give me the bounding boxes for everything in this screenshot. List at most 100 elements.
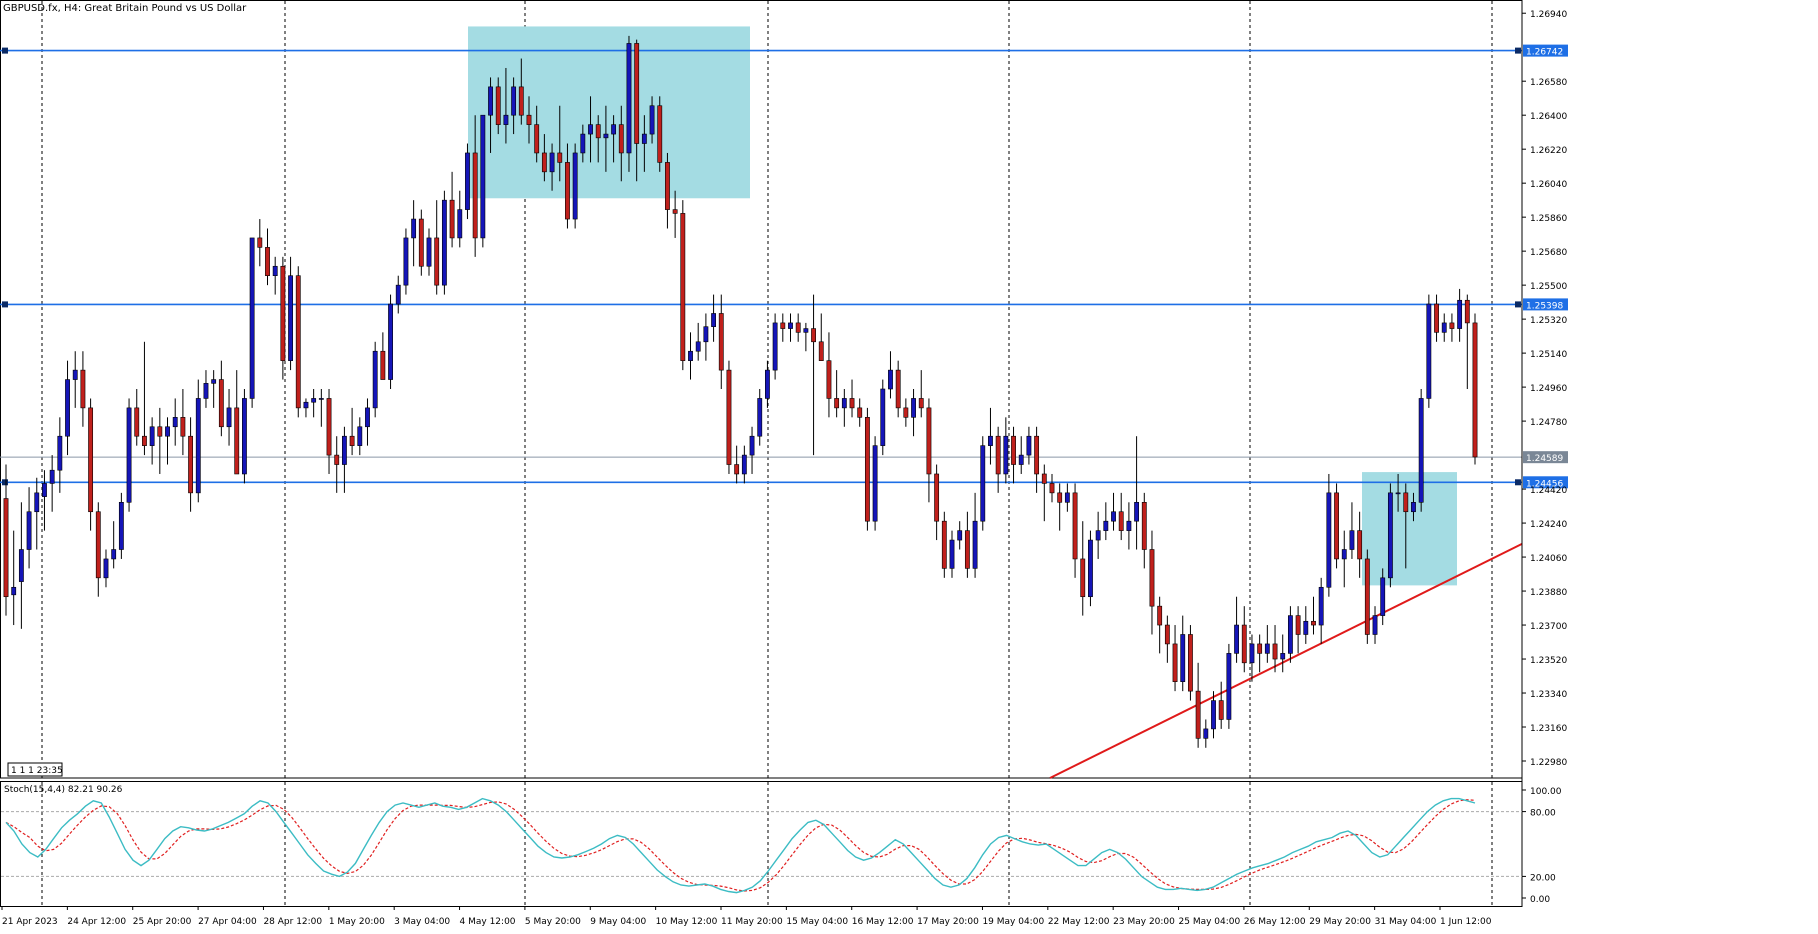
axis-tick-label: 1.24960: [1530, 384, 1567, 394]
x-tick-label: 9 May 04:00: [590, 917, 646, 927]
candle: [1041, 464, 1047, 522]
axis-tick-label: 1.26220: [1530, 146, 1567, 156]
x-tick-label: 21 Apr 2023: [2, 917, 58, 927]
x-tick-label: 15 May 04:00: [786, 917, 848, 927]
candle: [280, 256, 286, 380]
candle-body: [1095, 530, 1101, 541]
candle: [411, 200, 417, 267]
candle: [703, 313, 709, 361]
candle-body: [395, 284, 401, 305]
candle-body: [1057, 492, 1063, 503]
candle: [365, 398, 370, 446]
candle: [988, 407, 993, 465]
candle: [26, 487, 32, 569]
candle: [118, 492, 124, 559]
candle-body: [480, 114, 486, 239]
candle: [1057, 483, 1063, 531]
candle-body: [142, 435, 147, 446]
trendline-group[interactable]: [1049, 542, 1523, 779]
candle-body: [1264, 643, 1270, 654]
candle-body: [357, 426, 363, 446]
chart-title: GBPUSD.fx, H4: Great Britain Pound vs US…: [3, 3, 247, 14]
candle-body: [280, 265, 286, 361]
candle-body: [864, 417, 870, 522]
candle: [234, 370, 240, 475]
x-tick-label: 31 May 04:00: [1375, 917, 1437, 927]
candle-body: [157, 426, 163, 437]
candle: [1264, 625, 1270, 663]
candle-body: [257, 237, 263, 248]
candle-body: [1434, 303, 1439, 333]
candle: [1241, 606, 1247, 673]
candle: [941, 511, 947, 578]
candle-body: [1372, 615, 1378, 635]
axis-tick-label: 1.24420: [1530, 486, 1567, 496]
candle: [11, 530, 17, 626]
axis-tick-label: 1.23340: [1530, 690, 1567, 700]
candle: [418, 209, 424, 276]
candle-body: [165, 426, 170, 437]
x-tick-label: 4 May 12:00: [460, 917, 516, 927]
candle: [434, 200, 440, 295]
candle: [1303, 606, 1309, 644]
candle-body: [1472, 322, 1478, 458]
candle: [1234, 596, 1239, 663]
candle-body: [1403, 492, 1409, 513]
candle-body: [988, 435, 993, 446]
candle: [142, 341, 147, 456]
candle: [249, 237, 255, 408]
axis-tick-label: 1.26040: [1530, 180, 1567, 190]
candle-body: [526, 114, 532, 125]
x-tick-label: 3 May 04:00: [394, 917, 450, 927]
candle-body: [1249, 643, 1255, 664]
trendline: [1049, 542, 1523, 779]
candle-body: [1357, 530, 1363, 560]
candle: [511, 77, 517, 135]
axis-tick-label: 1.26400: [1530, 112, 1567, 122]
candle-body: [964, 530, 970, 569]
candle-body: [103, 558, 109, 579]
candle-body: [211, 379, 217, 384]
stoch-axis-label: 100.00: [1530, 787, 1562, 797]
candle: [1403, 483, 1409, 569]
candle-body: [1464, 299, 1470, 324]
level-anchor: [2, 47, 8, 54]
candle: [641, 115, 647, 172]
candle-body: [549, 152, 555, 173]
candle: [788, 313, 793, 342]
candle: [318, 389, 324, 427]
candle: [795, 313, 801, 342]
candle-body: [95, 511, 101, 579]
candle-body: [888, 369, 893, 390]
horizontal-levels[interactable]: [0, 47, 1522, 486]
candle-body: [534, 124, 540, 154]
candle: [864, 407, 870, 531]
candle-body: [80, 369, 86, 409]
x-tick-label: 11 May 20:00: [721, 917, 783, 927]
candle-body: [188, 435, 194, 494]
candle-body: [1280, 653, 1286, 660]
candle-body: [695, 341, 701, 352]
candle-body: [703, 326, 709, 343]
candle-body: [411, 218, 417, 239]
candle: [372, 341, 378, 418]
candle: [1149, 530, 1155, 635]
candle-body: [1180, 634, 1186, 682]
annotation-zones[interactable]: [468, 26, 1457, 586]
candle-body: [1411, 502, 1416, 513]
highlight-zone: [468, 26, 750, 199]
candle: [572, 143, 578, 229]
candle: [1211, 691, 1216, 739]
candle: [1203, 719, 1209, 748]
candle-body: [203, 383, 209, 399]
axis-tick-label: 1.24060: [1530, 554, 1567, 564]
candle: [611, 115, 617, 163]
candle-body: [118, 502, 124, 550]
candle: [72, 351, 78, 408]
candle: [1141, 492, 1147, 569]
candle: [334, 436, 340, 493]
candle: [18, 502, 24, 629]
candle: [1341, 530, 1347, 588]
candle: [1372, 606, 1378, 644]
